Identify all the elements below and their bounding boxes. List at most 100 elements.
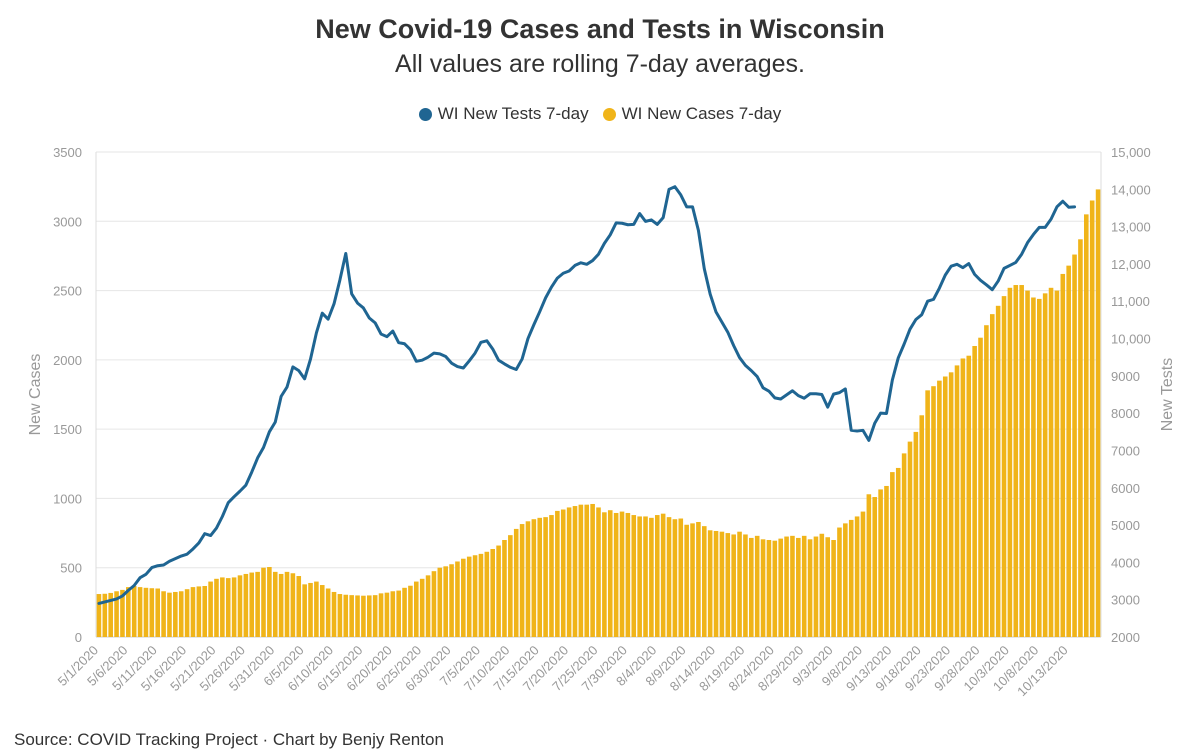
case-bar <box>602 512 607 637</box>
case-bar <box>531 519 537 637</box>
case-bar <box>419 578 425 637</box>
case-bar <box>549 515 554 637</box>
case-bar <box>631 515 637 637</box>
case-bar <box>702 526 707 637</box>
case-bar <box>1066 265 1071 637</box>
case-bar <box>931 386 936 637</box>
case-bar <box>302 584 307 637</box>
case-bar <box>143 587 149 637</box>
case-bar <box>167 592 172 637</box>
case-bar <box>772 540 778 637</box>
case-bar <box>872 497 878 637</box>
case-bar <box>684 524 689 637</box>
y-tick-label: 1000 <box>53 491 82 506</box>
case-bar <box>725 533 731 637</box>
case-bar <box>325 588 331 637</box>
case-bar <box>308 582 313 637</box>
case-bar <box>584 504 590 637</box>
case-bar <box>995 305 1001 637</box>
case-bar <box>754 535 760 637</box>
case-bar <box>989 314 995 637</box>
y2-tick-label: 5000 <box>1111 518 1140 533</box>
case-bar <box>1078 239 1083 638</box>
case-bar <box>854 516 860 637</box>
case-bar <box>290 573 296 637</box>
case-bar <box>196 586 202 637</box>
case-bar <box>825 537 830 637</box>
case-bar <box>149 588 155 637</box>
case-bar <box>848 519 854 637</box>
case-bar <box>1072 254 1077 638</box>
legend-label-cases: WI New Cases 7-day <box>621 104 782 123</box>
case-bar <box>525 521 531 637</box>
case-bar <box>349 595 354 637</box>
case-bar <box>408 585 413 637</box>
y-tick-label: 1500 <box>53 422 82 437</box>
case-bar <box>513 528 519 637</box>
case-bar <box>1031 297 1036 637</box>
legend-swatch-cases <box>602 107 616 121</box>
case-bar <box>519 524 525 637</box>
y-tick-label: 2000 <box>53 353 82 368</box>
case-bar <box>960 358 966 637</box>
case-bar <box>1042 293 1048 637</box>
case-bar <box>749 537 754 637</box>
y2-tick-label: 4000 <box>1111 555 1140 570</box>
case-bar <box>796 537 801 637</box>
case-bar <box>155 588 160 637</box>
case-bar <box>1084 214 1089 638</box>
case-bar <box>672 519 678 637</box>
case-bar <box>114 591 119 637</box>
case-bar <box>173 591 178 637</box>
case-bar <box>942 376 948 637</box>
y-tick-label: 2500 <box>53 284 82 299</box>
case-bar <box>455 561 460 637</box>
case-bar <box>1007 287 1013 637</box>
case-bar <box>490 549 495 637</box>
case-bar <box>884 485 889 637</box>
case-bar <box>390 591 396 637</box>
case-bar <box>214 578 219 637</box>
case-bar <box>1037 298 1042 637</box>
case-bar <box>719 531 725 637</box>
legend-item-cases[interactable]: WI New Cases 7-day <box>602 104 782 124</box>
y-tick-label: 0 <box>75 630 82 645</box>
case-bar <box>948 372 954 637</box>
case-bar <box>1025 290 1030 637</box>
case-bar <box>267 567 272 637</box>
case-bar <box>1054 290 1060 637</box>
case-bar <box>402 587 407 637</box>
case-bar <box>878 489 883 637</box>
case-bar <box>895 467 901 637</box>
case-bar <box>613 512 619 637</box>
case-bar <box>1060 273 1066 637</box>
case-bar <box>807 539 813 637</box>
case-bar <box>678 518 684 637</box>
case-bar <box>737 531 742 637</box>
case-bar <box>120 589 125 637</box>
case-bar <box>237 575 243 637</box>
case-bar <box>208 581 213 637</box>
case-bar <box>537 517 543 637</box>
case-bar <box>778 538 783 637</box>
legend-item-tests[interactable]: WI New Tests 7-day <box>418 104 589 124</box>
case-bar <box>431 571 437 637</box>
case-bar <box>984 325 989 637</box>
case-bar <box>919 415 925 637</box>
y-tick-label: 3000 <box>53 214 82 229</box>
case-bar <box>607 510 613 637</box>
case-bar <box>590 503 595 637</box>
case-bar <box>108 592 113 637</box>
case-bar <box>378 593 384 637</box>
case-bar <box>255 571 260 637</box>
case-bar <box>713 530 719 637</box>
case-bar <box>843 523 848 637</box>
case-bar <box>384 592 390 637</box>
case-bar <box>643 516 648 637</box>
case-bar <box>913 431 919 637</box>
case-bar <box>978 337 983 637</box>
case-bar <box>937 380 942 637</box>
case-bar <box>666 517 672 637</box>
case-bar <box>625 512 631 637</box>
case-bar <box>178 591 184 637</box>
